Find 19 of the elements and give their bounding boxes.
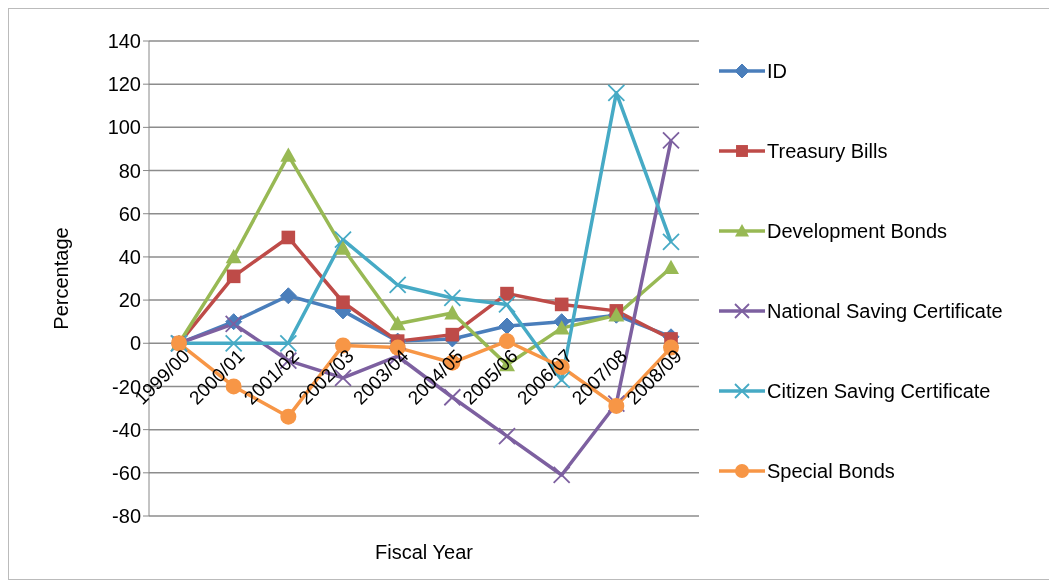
y-axis-title: Percentage <box>50 227 73 330</box>
y-tick-label: -80 <box>112 505 141 528</box>
legend-label: ID <box>767 59 787 83</box>
y-tick-label: 80 <box>118 159 141 182</box>
y-tick-label: -60 <box>112 461 141 484</box>
y-tick-label: 60 <box>118 202 141 225</box>
y-tick-label: -40 <box>112 418 141 441</box>
y-tick-label: 20 <box>118 289 141 312</box>
x-axis-title: Fiscal Year <box>375 541 474 563</box>
y-tick-label: 100 <box>107 116 141 139</box>
y-tick-label: 120 <box>107 73 141 96</box>
y-tick-label: 0 <box>129 332 141 355</box>
legend-label: Citizen Saving Certificate <box>767 379 991 403</box>
legend-label: Special Bonds <box>767 459 895 483</box>
y-tick-label: 140 <box>107 30 141 53</box>
legend-label: National Saving Certificate <box>767 299 1003 323</box>
legend-label: Treasury Bills <box>767 139 888 163</box>
y-tick-label: 40 <box>118 246 141 269</box>
legend-label: Development Bonds <box>767 219 948 243</box>
